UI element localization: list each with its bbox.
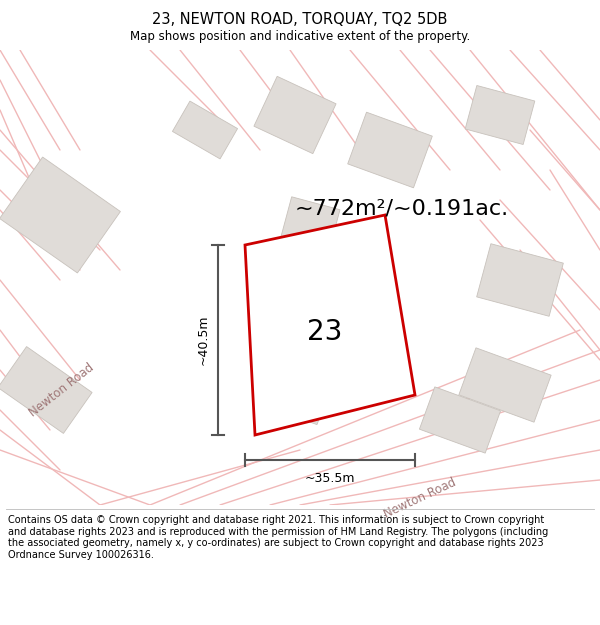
Text: Map shows position and indicative extent of the property.: Map shows position and indicative extent… <box>130 30 470 43</box>
Text: ~772m²/~0.191ac.: ~772m²/~0.191ac. <box>295 198 509 218</box>
Text: Newton Road: Newton Road <box>27 361 97 419</box>
Polygon shape <box>280 197 340 253</box>
Polygon shape <box>459 348 551 422</box>
Text: Newton Road: Newton Road <box>382 476 458 521</box>
Polygon shape <box>245 215 415 435</box>
Text: ~40.5m: ~40.5m <box>197 315 210 365</box>
Polygon shape <box>465 86 535 144</box>
Polygon shape <box>254 76 336 154</box>
Text: 23, NEWTON ROAD, TORQUAY, TQ2 5DB: 23, NEWTON ROAD, TORQUAY, TQ2 5DB <box>152 12 448 27</box>
Polygon shape <box>0 157 121 273</box>
Polygon shape <box>0 347 92 433</box>
Polygon shape <box>476 244 563 316</box>
Text: ~35.5m: ~35.5m <box>305 472 355 485</box>
Polygon shape <box>419 387 500 453</box>
Text: 23: 23 <box>307 319 343 346</box>
Polygon shape <box>348 112 432 188</box>
Polygon shape <box>256 356 334 424</box>
Text: Contains OS data © Crown copyright and database right 2021. This information is : Contains OS data © Crown copyright and d… <box>8 515 548 560</box>
Polygon shape <box>172 101 238 159</box>
